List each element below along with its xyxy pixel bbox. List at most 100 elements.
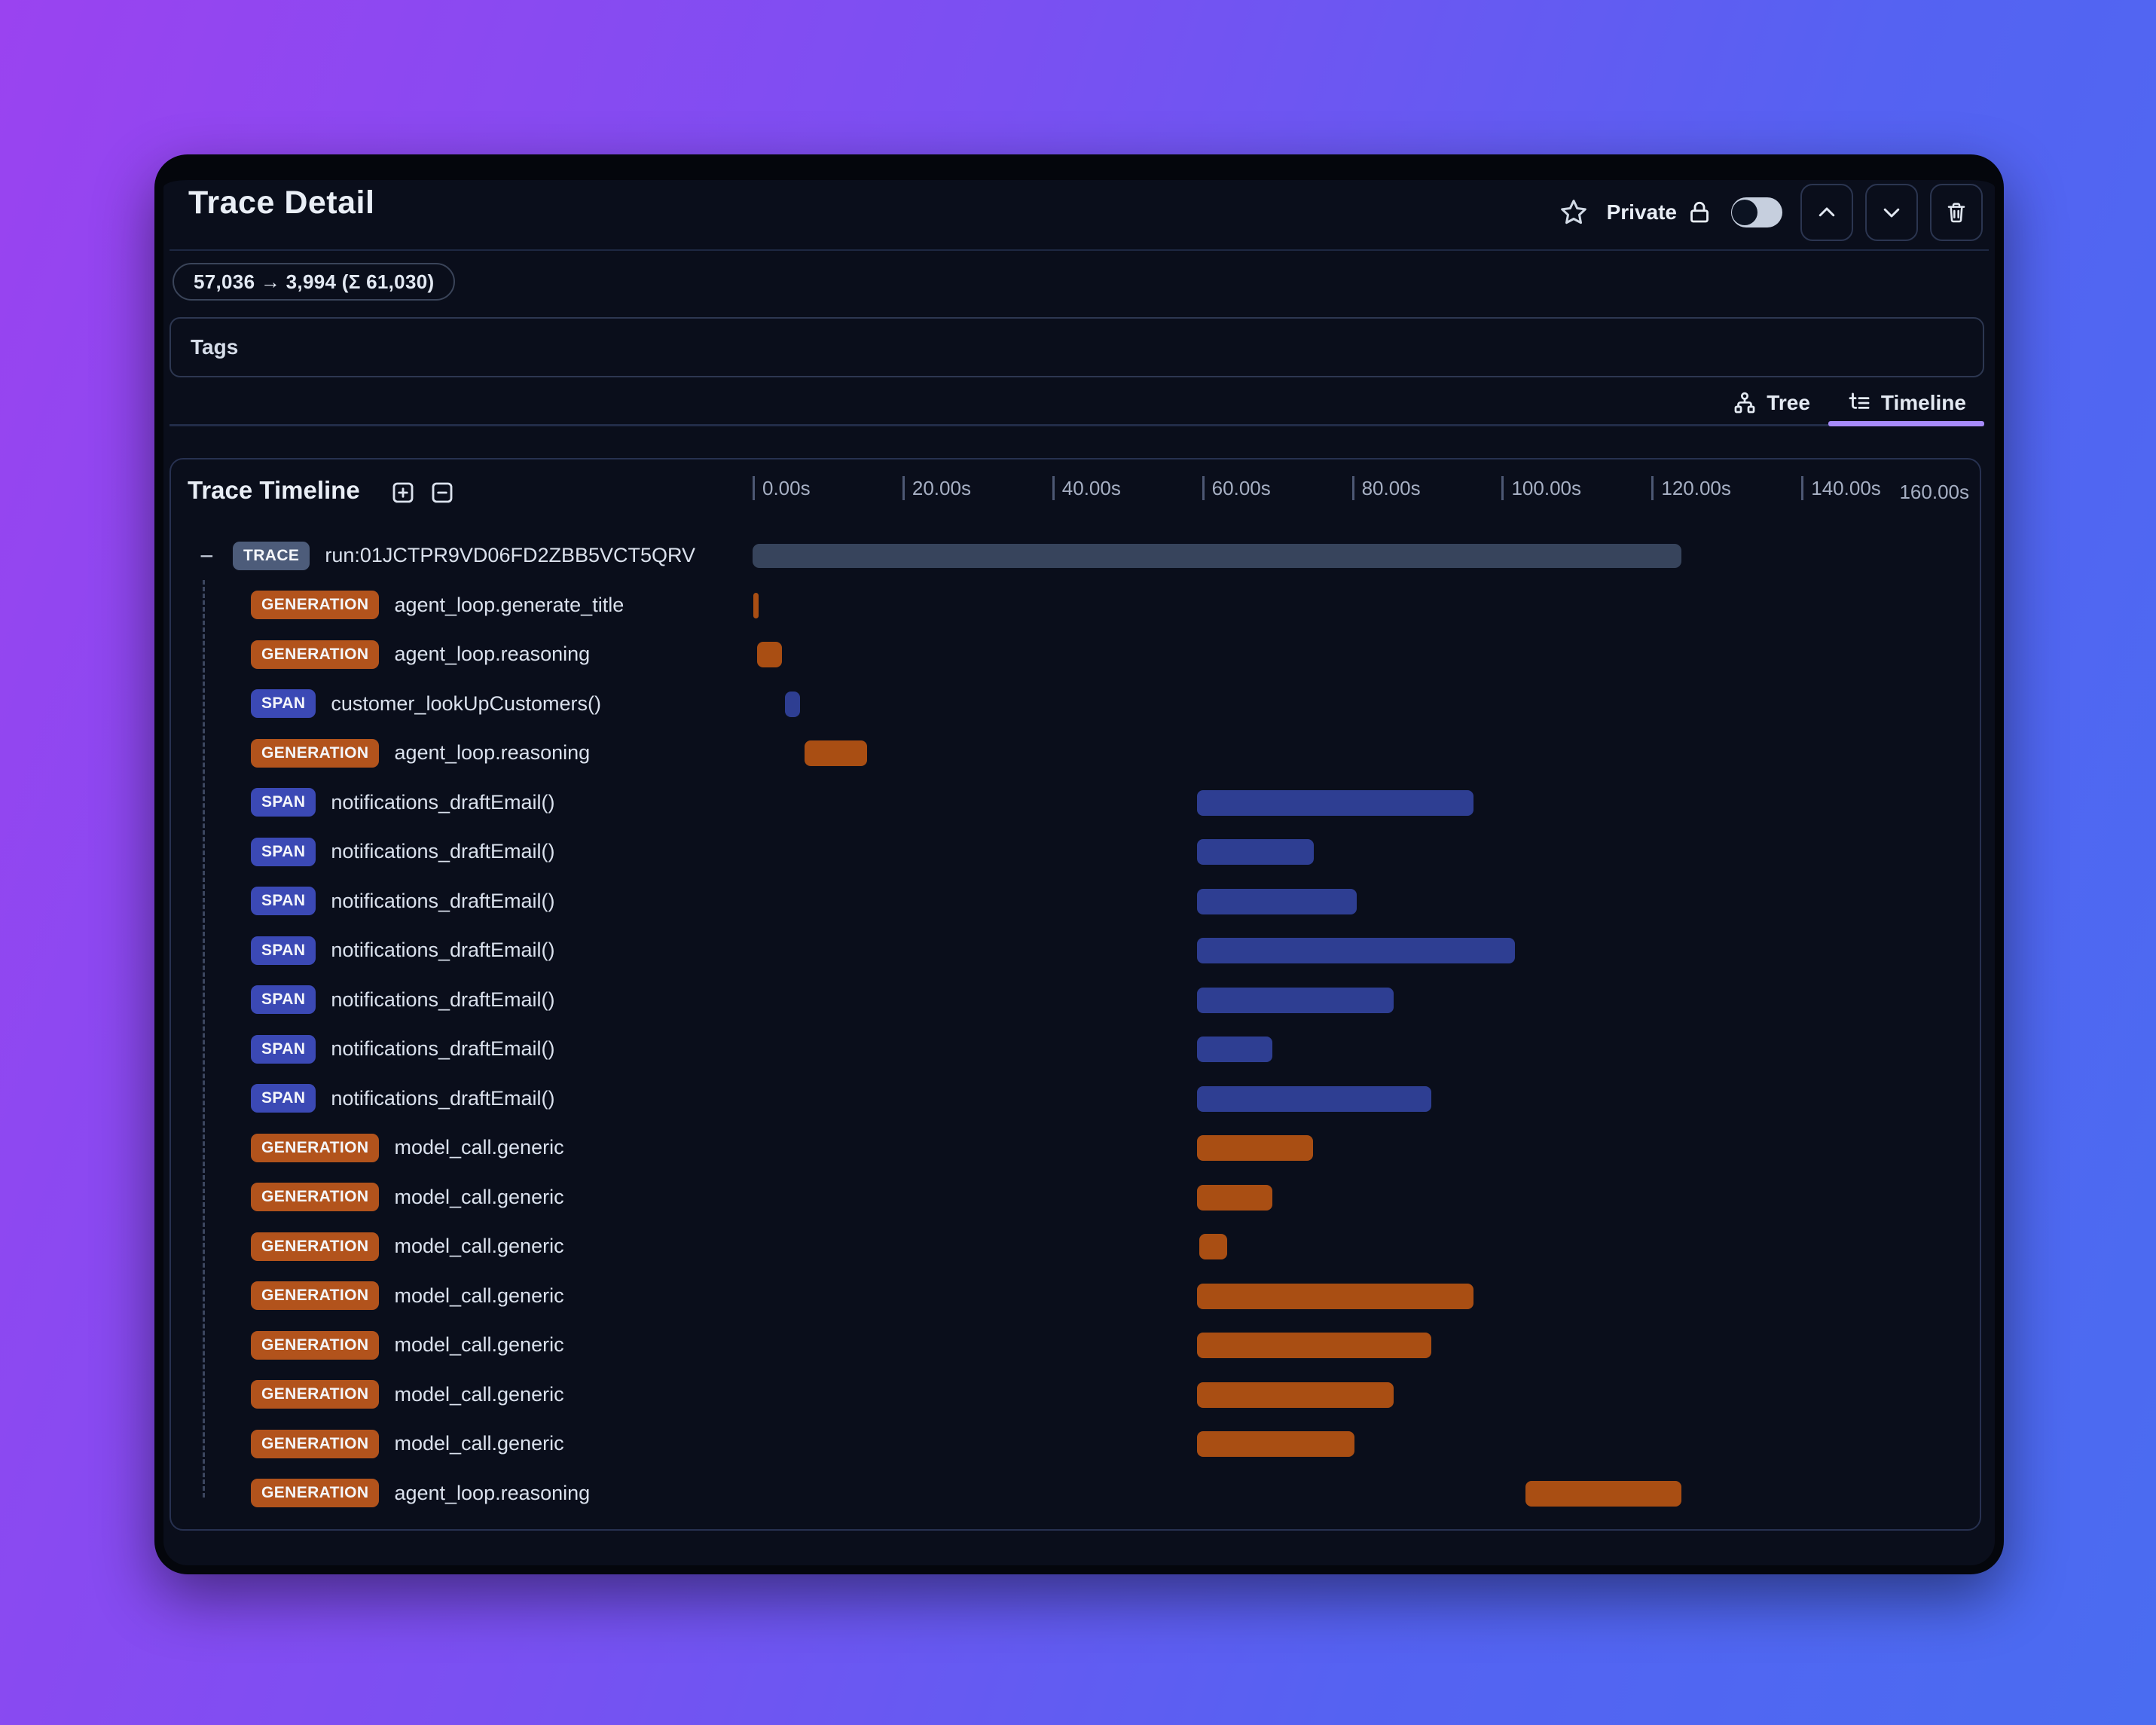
- row-header: SPAN notifications_draftEmail(): [171, 1024, 555, 1074]
- row-duration-bar[interactable]: [1196, 1283, 1473, 1309]
- row-duration-bar[interactable]: [1196, 1037, 1273, 1062]
- row-duration-bar[interactable]: [1196, 888, 1357, 914]
- timeline-row[interactable]: GENERATION model_call.generic: [171, 1123, 1980, 1173]
- row-duration-bar[interactable]: [1196, 839, 1314, 865]
- timeline-row[interactable]: GENERATION model_call.generic: [171, 1370, 1980, 1420]
- row-label: model_call.generic: [394, 1333, 564, 1357]
- tab-tree[interactable]: Tree: [1714, 382, 1828, 424]
- timeline-row[interactable]: GENERATION model_call.generic: [171, 1173, 1980, 1223]
- row-header: SPAN notifications_draftEmail(): [171, 926, 555, 975]
- row-header: GENERATION agent_loop.reasoning: [171, 630, 590, 679]
- star-icon[interactable]: [1559, 197, 1589, 227]
- tab-timeline-label: Timeline: [1880, 391, 1966, 414]
- time-axis: 0.00s 20.00s 40.00s 60.00s 80.00s 100.00s 120.…: [753, 476, 1974, 509]
- tags-input[interactable]: Tags: [169, 317, 1984, 377]
- row-duration-bar[interactable]: [1196, 1184, 1273, 1211]
- timeline-row[interactable]: SPAN notifications_draftEmail(): [171, 926, 1980, 975]
- row-type-badge: GENERATION: [251, 591, 380, 620]
- row-duration-bar[interactable]: [753, 544, 1682, 568]
- collapse-all-button[interactable]: [429, 479, 456, 506]
- timeline-row[interactable]: GENERATION agent_loop.generate_title: [171, 581, 1980, 630]
- row-duration-bar[interactable]: [1196, 938, 1516, 963]
- page-title: Trace Detail: [188, 185, 375, 221]
- privacy-label: Private: [1606, 200, 1677, 224]
- row-header: SPAN notifications_draftEmail(): [171, 877, 555, 927]
- row-header: GENERATION model_call.generic: [171, 1173, 564, 1223]
- axis-tick-label: 20.00s: [912, 476, 971, 499]
- tree-icon: [1732, 390, 1757, 416]
- timeline-row[interactable]: SPAN notifications_draftEmail(): [171, 975, 1980, 1025]
- row-header: − TRACE run:01JCTPR9VD06FD2ZBB5VCT5QRV: [171, 531, 695, 581]
- axis-tick-label: 80.00s: [1361, 476, 1421, 499]
- trace-timeline-panel: Trace Timeline 0.: [169, 458, 1981, 1531]
- row-type-badge: SPAN: [251, 1084, 316, 1113]
- row-label: agent_loop.generate_title: [394, 593, 625, 616]
- trace-detail-window: Trace Detail Private: [154, 154, 2004, 1574]
- row-duration-bar[interactable]: [756, 642, 782, 667]
- row-type-badge: SPAN: [251, 837, 316, 866]
- row-header: SPAN notifications_draftEmail(): [171, 778, 555, 828]
- timeline-row[interactable]: GENERATION agent_loop.reasoning: [171, 1469, 1980, 1519]
- row-header: GENERATION model_call.generic: [171, 1222, 564, 1272]
- row-duration-bar[interactable]: [753, 592, 759, 618]
- timeline-row[interactable]: SPAN notifications_draftEmail(): [171, 877, 1980, 927]
- timeline-row[interactable]: GENERATION model_call.generic: [171, 1272, 1980, 1321]
- tab-timeline[interactable]: Timeline: [1828, 382, 1985, 426]
- axis-tick: 40.00s: [1052, 476, 1121, 500]
- timeline-rows: − TRACE run:01JCTPR9VD06FD2ZBB5VCT5QRV GENE…: [171, 531, 1980, 1518]
- row-label: model_call.generic: [394, 1284, 564, 1307]
- scroll-down-button[interactable]: [1865, 184, 1918, 241]
- row-duration-bar[interactable]: [1199, 1234, 1228, 1259]
- row-label: model_call.generic: [394, 1136, 564, 1159]
- row-type-badge: GENERATION: [251, 1479, 380, 1508]
- row-duration-bar[interactable]: [1196, 1382, 1394, 1408]
- header-button-group: [1800, 184, 1983, 241]
- row-type-badge: TRACE: [233, 541, 310, 570]
- timeline-icon: [1846, 390, 1872, 416]
- row-header: GENERATION model_call.generic: [171, 1272, 564, 1321]
- timeline-row[interactable]: GENERATION model_call.generic: [171, 1320, 1980, 1370]
- timeline-row[interactable]: SPAN notifications_draftEmail(): [171, 1074, 1980, 1124]
- row-duration-bar[interactable]: [1196, 1135, 1313, 1161]
- toggle-knob: [1732, 200, 1757, 225]
- delete-trace-button[interactable]: [1930, 184, 1983, 241]
- row-type-badge: GENERATION: [251, 1429, 380, 1458]
- timeline-row[interactable]: SPAN notifications_draftEmail(): [171, 827, 1980, 877]
- row-label: notifications_draftEmail(): [331, 790, 555, 814]
- timeline-row[interactable]: GENERATION model_call.generic: [171, 1419, 1980, 1469]
- row-header: SPAN notifications_draftEmail(): [171, 1074, 555, 1124]
- row-label: notifications_draftEmail(): [331, 840, 555, 863]
- row-duration-bar[interactable]: [1525, 1480, 1682, 1507]
- row-duration-bar[interactable]: [1196, 1333, 1431, 1358]
- axis-tick-label: 100.00s: [1511, 476, 1581, 499]
- row-label: notifications_draftEmail(): [331, 939, 555, 962]
- timeline-row[interactable]: GENERATION agent_loop.reasoning: [171, 728, 1980, 778]
- row-duration-bar[interactable]: [1196, 789, 1473, 816]
- timeline-row[interactable]: − TRACE run:01JCTPR9VD06FD2ZBB5VCT5QRV: [171, 531, 1980, 581]
- row-header: GENERATION agent_loop.generate_title: [171, 581, 624, 630]
- collapse-row-toggle[interactable]: −: [200, 542, 214, 569]
- expand-all-button[interactable]: [389, 479, 417, 506]
- timeline-row[interactable]: GENERATION agent_loop.reasoning: [171, 630, 1980, 679]
- token-usage-badge: 57,036 → 3,994 (Σ 61,030): [173, 263, 456, 301]
- row-label: customer_lookUpCustomers(): [331, 692, 601, 715]
- row-duration-bar[interactable]: [1196, 1431, 1354, 1457]
- row-duration-bar[interactable]: [1196, 987, 1394, 1013]
- row-duration-bar[interactable]: [1196, 1085, 1431, 1112]
- axis-tick: 60.00s: [1202, 476, 1271, 500]
- scroll-up-button[interactable]: [1800, 184, 1853, 241]
- axis-end-label: 160.00s: [1899, 481, 1969, 503]
- timeline-row[interactable]: SPAN notifications_draftEmail(): [171, 1024, 1980, 1074]
- timeline-row[interactable]: GENERATION model_call.generic: [171, 1222, 1980, 1272]
- row-type-badge: SPAN: [251, 985, 316, 1015]
- row-duration-bar[interactable]: [804, 740, 868, 766]
- row-duration-bar[interactable]: [784, 691, 800, 717]
- row-type-badge: GENERATION: [251, 1380, 380, 1409]
- row-type-badge: SPAN: [251, 1034, 316, 1064]
- timeline-row[interactable]: SPAN customer_lookUpCustomers(): [171, 679, 1980, 729]
- tags-label: Tags: [191, 335, 239, 359]
- privacy-toggle[interactable]: [1731, 197, 1782, 227]
- timeline-row[interactable]: SPAN notifications_draftEmail(): [171, 778, 1980, 828]
- row-type-badge: GENERATION: [251, 1183, 380, 1212]
